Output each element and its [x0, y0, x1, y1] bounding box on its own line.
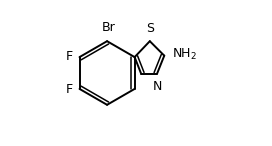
Text: Br: Br [102, 21, 115, 34]
Text: NH$_2$: NH$_2$ [172, 47, 196, 62]
Text: F: F [66, 83, 73, 96]
Text: N: N [153, 80, 162, 93]
Text: F: F [66, 50, 73, 63]
Text: S: S [147, 22, 154, 35]
